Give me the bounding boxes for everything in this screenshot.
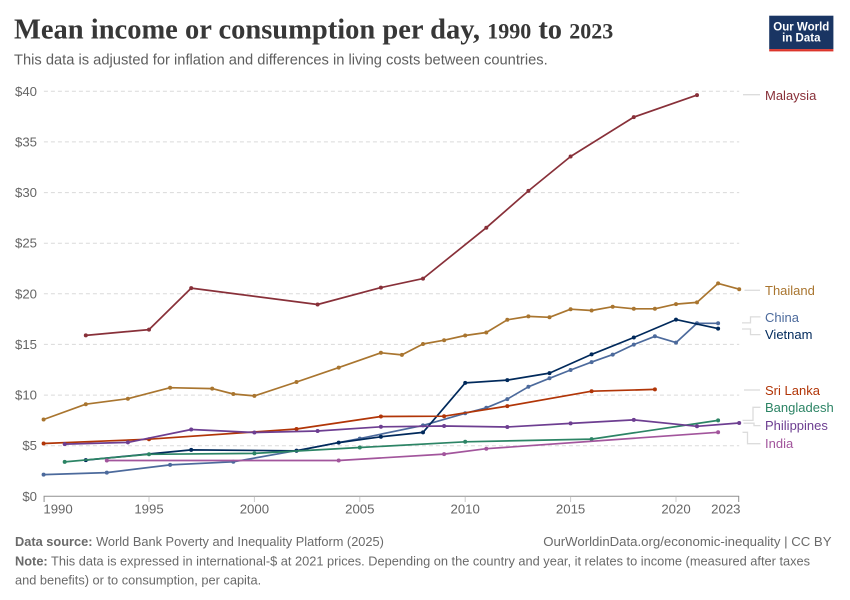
svg-text:1995: 1995	[134, 502, 163, 517]
svg-text:India: India	[765, 436, 794, 451]
svg-text:$25: $25	[15, 236, 37, 251]
svg-text:$15: $15	[15, 337, 37, 352]
svg-text:in Data: in Data	[782, 32, 821, 44]
svg-text:Our World: Our World	[773, 22, 829, 34]
svg-text:2015: 2015	[556, 502, 585, 517]
svg-text:Philippines: Philippines	[765, 418, 828, 433]
svg-text:2000: 2000	[240, 502, 269, 517]
svg-text:Malaysia: Malaysia	[765, 88, 817, 103]
svg-text:$35: $35	[15, 134, 37, 149]
svg-text:Mean income or consumption per: Mean income or consumption per day, 1990…	[14, 15, 613, 46]
svg-text:Sri Lanka: Sri Lanka	[765, 383, 821, 398]
svg-text:2010: 2010	[451, 502, 480, 517]
svg-text:$10: $10	[15, 388, 37, 403]
svg-text:$5: $5	[22, 438, 37, 453]
svg-text:2005: 2005	[345, 502, 374, 517]
svg-text:Note: This data is expressed i: Note: This data is expressed in internat…	[15, 554, 810, 569]
svg-text:2023: 2023	[711, 502, 740, 517]
svg-text:Thailand: Thailand	[765, 283, 815, 298]
svg-text:$30: $30	[15, 185, 37, 200]
svg-text:1990: 1990	[43, 502, 72, 517]
svg-text:China: China	[765, 310, 800, 325]
svg-text:OurWorldinData.org/economic-in: OurWorldinData.org/economic-inequality |…	[543, 534, 832, 549]
svg-text:Vietnam: Vietnam	[765, 327, 812, 342]
svg-text:2020: 2020	[661, 502, 690, 517]
svg-text:This data is adjusted for infl: This data is adjusted for inflation and …	[14, 53, 548, 69]
svg-text:Bangladesh: Bangladesh	[765, 400, 834, 415]
svg-text:$0: $0	[22, 489, 37, 504]
svg-text:Data source: World Bank Povert: Data source: World Bank Poverty and Ineq…	[15, 534, 384, 549]
svg-text:$40: $40	[15, 84, 37, 99]
svg-text:and benefits) or to consumptio: and benefits) or to consumption, per cap…	[15, 572, 261, 587]
svg-text:$20: $20	[15, 286, 37, 301]
